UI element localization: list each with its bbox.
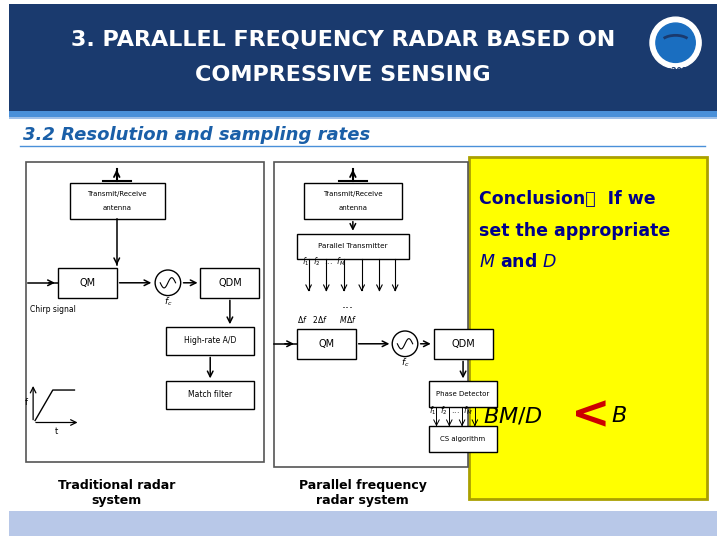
Text: Transmit/Receive: Transmit/Receive: [323, 191, 382, 197]
Text: $f_1$  $f_2$  ...  $f_M$: $f_1$ $f_2$ ... $f_M$: [302, 256, 346, 268]
Bar: [433, 329, 492, 359]
Text: $\Delta f$   $2\Delta f$      $M\Delta f$: $\Delta f$ $2\Delta f$ $M\Delta f$: [297, 314, 356, 325]
Bar: [274, 162, 468, 467]
Text: Phase Detector: Phase Detector: [436, 391, 490, 397]
Text: 3. PARALLEL FREQUENCY RADAR BASED ON: 3. PARALLEL FREQUENCY RADAR BASED ON: [71, 30, 615, 50]
Text: COMPRESSIVE SENSING: COMPRESSIVE SENSING: [195, 65, 491, 85]
Text: $f_1$  $f_2$  ...  $f_M$: $f_1$ $f_2$ ... $f_M$: [428, 404, 472, 417]
Bar: [9, 511, 717, 536]
Bar: [26, 162, 264, 462]
Text: $\mathit{B}$: $\mathit{B}$: [611, 406, 626, 426]
Text: 北航201: 北航201: [663, 67, 688, 76]
Text: QDM: QDM: [218, 278, 242, 288]
Bar: [297, 329, 356, 359]
Bar: [200, 268, 259, 298]
Bar: [9, 117, 717, 119]
Bar: [297, 234, 409, 259]
Circle shape: [648, 15, 703, 70]
Text: set the appropriate: set the appropriate: [479, 221, 670, 240]
Bar: [428, 381, 498, 407]
Text: QM: QM: [318, 339, 334, 349]
Bar: [166, 381, 254, 409]
Text: <: <: [571, 393, 611, 438]
Text: $f_c$: $f_c$: [401, 356, 409, 369]
Text: antenna: antenna: [338, 205, 367, 211]
Circle shape: [392, 331, 418, 356]
Text: ...: ...: [342, 298, 354, 311]
Text: 3.2 Resolution and sampling rates: 3.2 Resolution and sampling rates: [23, 126, 371, 144]
Text: Chirp signal: Chirp signal: [30, 305, 76, 314]
Text: $f_c$: $f_c$: [163, 295, 172, 308]
Text: QM: QM: [79, 278, 95, 288]
Text: $\mathit{BM/D}$: $\mathit{BM/D}$: [482, 405, 543, 426]
Text: $\mathit{M}$ and $\mathit{D}$: $\mathit{M}$ and $\mathit{D}$: [479, 253, 557, 271]
Text: Traditional radar
system: Traditional radar system: [58, 478, 176, 507]
Text: t: t: [55, 427, 58, 436]
Text: QDM: QDM: [451, 339, 475, 349]
Circle shape: [656, 23, 696, 63]
Bar: [428, 427, 498, 452]
Circle shape: [155, 270, 181, 295]
Bar: [469, 157, 707, 500]
Bar: [58, 268, 117, 298]
Bar: [9, 111, 717, 117]
Text: High-rate A/D: High-rate A/D: [184, 336, 236, 346]
Text: Transmit/Receive: Transmit/Receive: [87, 191, 146, 197]
Text: CS algorithm: CS algorithm: [441, 436, 485, 442]
Bar: [166, 327, 254, 355]
Bar: [304, 184, 402, 219]
Circle shape: [650, 17, 701, 69]
Text: Parallel frequency
radar system: Parallel frequency radar system: [299, 478, 427, 507]
Text: Match filter: Match filter: [188, 390, 233, 400]
Text: f: f: [24, 399, 28, 407]
Text: Conclusion：  If we: Conclusion： If we: [479, 190, 655, 208]
Bar: [70, 184, 165, 219]
Bar: [9, 4, 717, 111]
Text: Parallel Transmitter: Parallel Transmitter: [318, 244, 387, 249]
Text: antenna: antenna: [102, 205, 131, 211]
